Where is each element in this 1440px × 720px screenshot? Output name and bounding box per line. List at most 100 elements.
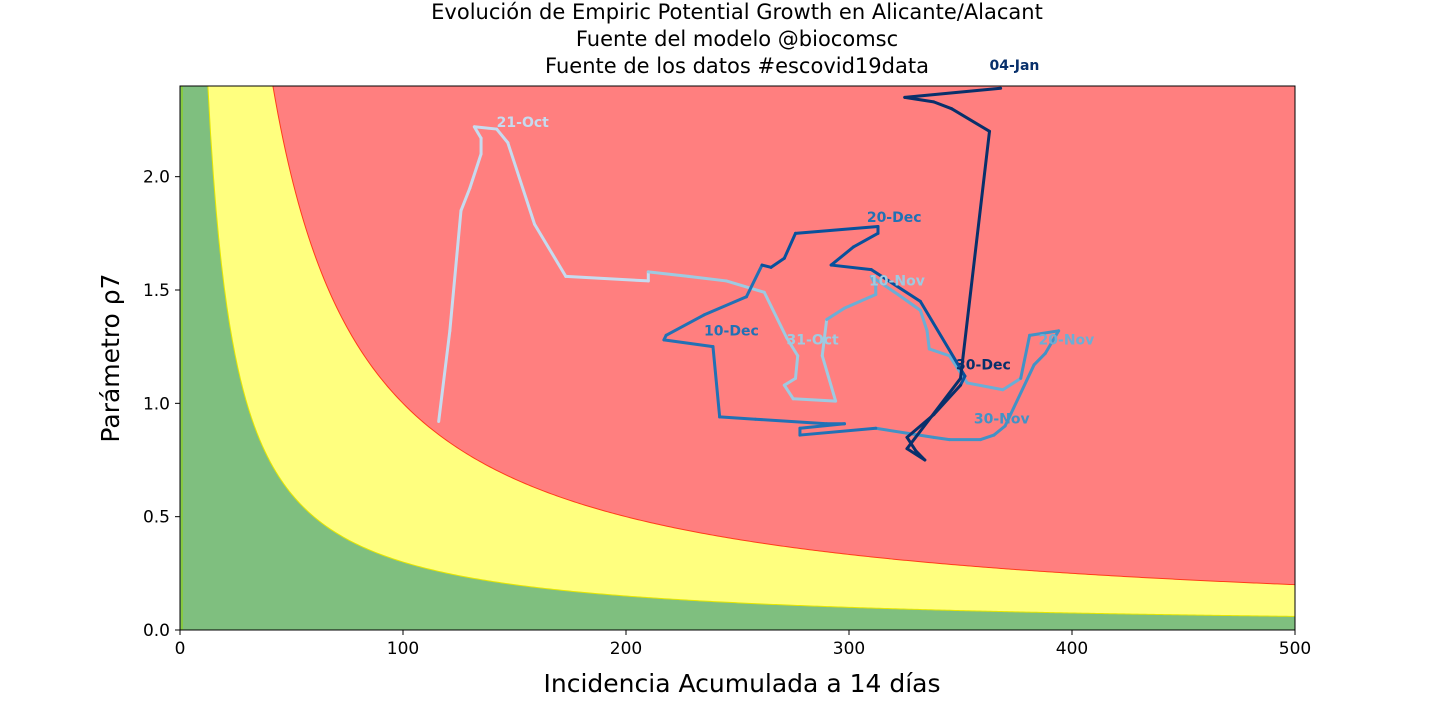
trajectory-segment [918, 308, 929, 333]
trajectory-segment [1003, 363, 1036, 428]
trajectory-segment [785, 336, 800, 358]
y-tick-label: 0.5 [143, 508, 170, 528]
trajectory-segment [905, 447, 927, 462]
trajectory-segment [472, 125, 499, 131]
trajectory-segment [825, 306, 847, 321]
y-tick-label: 1.0 [143, 394, 170, 414]
date-annotation: 10-Nov [869, 273, 925, 289]
x-tick-label: 300 [833, 639, 865, 659]
trajectory-segment [829, 245, 855, 267]
trajectory-segment [459, 186, 472, 213]
trajectory-segment [1019, 333, 1032, 380]
x-tick-label: 0 [175, 639, 186, 659]
date-annotation: 30-Dec [956, 357, 1011, 373]
title-line-2: Fuente del modelo @biocomsc [576, 27, 898, 51]
trajectory-segment [918, 299, 967, 378]
x-axis-ticks: 0 100 200 300 400 500 [175, 630, 1311, 659]
trajectory-segment [843, 293, 878, 310]
trajectory-segment [762, 290, 789, 340]
title-line-1: Evolución de Empiric Potential Growth en… [431, 0, 1043, 24]
trajectory-segment [753, 417, 829, 426]
trajectory-segment [448, 209, 463, 333]
trajectory-segment [905, 376, 962, 451]
trajectory-segment [724, 279, 766, 294]
trajectory-segment [874, 426, 936, 439]
trajectory-line [437, 86, 1061, 462]
zone-yellow [180, 86, 1295, 630]
trajectory-segment [992, 424, 1007, 437]
date-annotation: 04-Jan [989, 58, 1039, 74]
trajectory-segment [711, 345, 722, 419]
trajectory-segment [564, 274, 650, 283]
trajectory-segment [932, 100, 954, 111]
trajectory-segment [662, 338, 715, 349]
zone-green [180, 86, 1295, 630]
trajectory-segment [782, 376, 797, 387]
trajectory-segment [959, 374, 967, 387]
trajectory-segment [1001, 376, 1023, 392]
trajectory-segment [950, 107, 991, 133]
trajectory-segment [979, 433, 996, 442]
date-annotation: 21-Oct [497, 115, 549, 131]
trajectory-segment [820, 317, 829, 358]
date-annotation: 10-Dec [704, 323, 759, 339]
trajectory-segment [896, 293, 922, 312]
trajectory-segment [793, 225, 880, 235]
trajectory-segment [793, 354, 800, 380]
trajectory-segment [472, 125, 483, 140]
y-tick-label: 0.0 [143, 621, 170, 641]
trajectory-segment [646, 270, 690, 278]
date-annotation: 20-Dec [867, 210, 922, 226]
trajectory-segment [437, 329, 452, 423]
y-axis-label: Parámetro ρ7 [96, 273, 125, 442]
trajectory-segment [851, 231, 880, 249]
zone-yellow-boundary [207, 86, 1295, 617]
x-tick-label: 100 [387, 639, 419, 659]
trajectory-segment [718, 415, 757, 421]
trajectory-segment [820, 354, 838, 403]
trajectory-segment [686, 274, 728, 283]
trajectory-segment [869, 268, 922, 303]
trajectory-segment [1050, 329, 1061, 344]
trajectory-segment [903, 86, 1003, 99]
trajectory-segment [782, 231, 797, 260]
date-annotation: 20-Nov [1039, 332, 1095, 348]
trajectory-segment [1032, 351, 1047, 367]
trajectory-segment [664, 313, 706, 337]
trajectory-segment [927, 347, 951, 358]
date-annotation: 31-Oct [787, 332, 839, 348]
plot-frame [179, 85, 1296, 631]
trajectory-segment [925, 329, 931, 351]
x-axis-label: Incidencia Acumulada a 14 días [544, 669, 941, 698]
trajectory-segment [769, 256, 786, 269]
trajectory-segment [760, 263, 773, 269]
trajectory-segment [965, 381, 1005, 392]
trajectory-segment [702, 295, 748, 317]
x-tick-label: 200 [610, 639, 642, 659]
risk-zones [180, 86, 1295, 630]
y-tick-label: 2.0 [143, 168, 170, 188]
trajectory-segment [495, 127, 510, 145]
trajectory-segment [959, 129, 991, 380]
chart-title: Evolución de Empiric Potential Growth en… [431, 0, 1043, 78]
trajectory-segment [932, 435, 951, 442]
trajectory-segment [829, 263, 873, 272]
trajectory-segment [798, 426, 878, 437]
trajectory-segment [533, 222, 568, 278]
y-axis-ticks: 0.0 0.5 1.0 1.5 2.0 [143, 168, 180, 641]
x-tick-label: 500 [1279, 639, 1311, 659]
y-tick-label: 1.5 [143, 281, 170, 301]
trajectory-segment [869, 274, 900, 297]
title-line-3: Fuente de los datos #escovid19data [545, 54, 929, 78]
x-tick-label: 400 [1056, 639, 1088, 659]
trajectory-segment [468, 152, 483, 190]
trajectory-segment [506, 141, 537, 226]
trajectory-segment [1043, 340, 1054, 355]
date-annotations: 21-Oct 31-Oct 10-Nov 20-Nov 30-Nov 10-Dec 20-D… [497, 58, 1095, 428]
trajectory-segment [744, 263, 764, 299]
trajectory-segment [791, 397, 838, 403]
date-annotation: 30-Nov [974, 412, 1030, 428]
trajectory-segment [782, 383, 795, 401]
zone-red-boundary [272, 86, 1295, 586]
